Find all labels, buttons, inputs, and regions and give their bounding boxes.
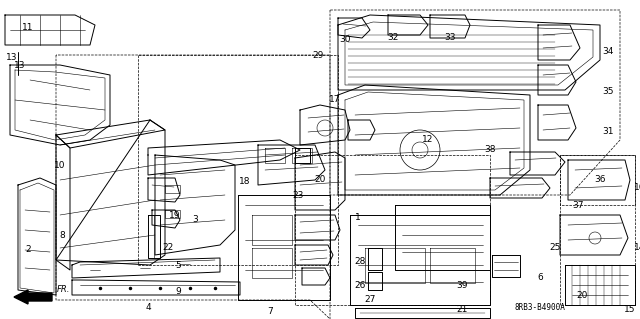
- Text: 39: 39: [456, 280, 468, 290]
- Text: 36: 36: [595, 175, 605, 184]
- Text: 14: 14: [634, 243, 640, 253]
- FancyArrow shape: [14, 290, 52, 304]
- Text: 38: 38: [484, 145, 496, 154]
- Text: 1: 1: [355, 213, 361, 222]
- Text: 16: 16: [634, 183, 640, 192]
- Text: 20: 20: [576, 291, 588, 300]
- Text: 32: 32: [387, 33, 399, 42]
- Text: 3: 3: [192, 216, 198, 225]
- Text: 37: 37: [572, 201, 584, 210]
- Text: 30: 30: [339, 35, 351, 44]
- Text: 25: 25: [549, 243, 561, 253]
- Text: 13: 13: [14, 61, 26, 70]
- Text: 6: 6: [537, 273, 543, 283]
- Text: 15: 15: [624, 306, 636, 315]
- Text: 8RB3-B4900A: 8RB3-B4900A: [515, 303, 565, 313]
- Text: 8: 8: [59, 231, 65, 240]
- Text: 27: 27: [364, 295, 376, 305]
- Text: 26: 26: [355, 280, 365, 290]
- Text: 35: 35: [602, 87, 614, 97]
- Text: 10: 10: [54, 160, 66, 169]
- Text: FR.: FR.: [57, 286, 70, 294]
- Text: 20: 20: [314, 175, 326, 184]
- Text: 29: 29: [312, 50, 324, 60]
- Text: 21: 21: [456, 306, 468, 315]
- Text: 4: 4: [145, 303, 151, 313]
- Text: 12: 12: [422, 136, 434, 145]
- Text: 2: 2: [25, 246, 31, 255]
- Text: 13: 13: [6, 54, 18, 63]
- Text: 9: 9: [175, 287, 181, 296]
- Text: 5: 5: [175, 261, 181, 270]
- Text: 31: 31: [602, 128, 614, 137]
- Text: 23: 23: [292, 190, 304, 199]
- Text: 7: 7: [267, 308, 273, 316]
- Text: 34: 34: [602, 48, 614, 56]
- Text: 11: 11: [22, 24, 34, 33]
- Text: 18: 18: [239, 177, 251, 187]
- Text: 33: 33: [444, 33, 456, 42]
- Text: 22: 22: [163, 243, 173, 253]
- Text: 17: 17: [329, 95, 340, 105]
- Text: 19: 19: [169, 211, 180, 219]
- Text: 28: 28: [355, 257, 365, 266]
